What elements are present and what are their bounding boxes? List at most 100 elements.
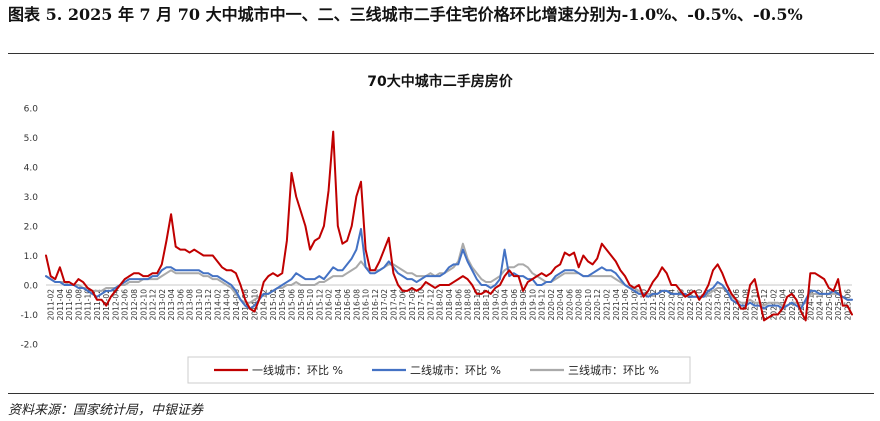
x-tick-label: 2011-06 — [65, 289, 74, 321]
x-tick-label: 2017-12 — [426, 289, 435, 321]
x-tick-label: 2014-02 — [213, 289, 222, 321]
line-chart: 70大中城市二手房房价 6.0 5.0 4.0 3.0 2.0 1.0 0.0 -1.0 -2.… — [20, 73, 853, 384]
y-tick-label: 2.0 — [24, 223, 39, 233]
legend-label-tier1: 一线城市：环比 % — [252, 363, 343, 377]
x-tick-label: 2018-02 — [436, 289, 445, 321]
x-tick-label: 2024-04 — [779, 289, 788, 321]
y-tick-label: 5.0 — [24, 134, 39, 144]
x-tick-label: 2022-12 — [704, 289, 713, 321]
y-tick-label: 0.0 — [24, 282, 39, 292]
legend-label-tier3: 三线城市：环比 % — [568, 363, 659, 377]
x-tick-label: 2016-06 — [343, 289, 352, 321]
x-tick-label: 2023-02 — [714, 289, 723, 321]
x-tick-label: 2019-06 — [510, 289, 519, 321]
x-tick-label: 2015-10 — [306, 289, 315, 321]
x-tick-label: 2021-02 — [602, 289, 611, 321]
y-tick-label: 4.0 — [24, 164, 39, 174]
x-tick-label: 2017-04 — [389, 289, 398, 321]
x-tick-label: 2019-04 — [501, 289, 510, 321]
x-tick-label: 2023-06 — [732, 289, 741, 321]
x-tick-label: 2012-06 — [121, 289, 130, 321]
figure-heading: 图表 5. 2025 年 7 月 70 大中城市中一、二、三线城市二手住宅价格环… — [8, 5, 803, 24]
x-tick-label: 2013-10 — [195, 289, 204, 321]
x-tick-label: 2014-08 — [241, 289, 250, 321]
x-axis: 2011-02 2011-04 2011-06 2011-08 2011-10 2011-… — [47, 289, 853, 321]
x-tick-label: 2015-02 — [269, 289, 278, 321]
x-tick-label: 2020-08 — [575, 289, 584, 321]
series-group — [45, 130, 853, 322]
x-tick-label: 2019-08 — [519, 289, 528, 321]
x-tick-label: 2025-04 — [834, 289, 843, 321]
x-tick-label: 2020-12 — [593, 289, 602, 321]
y-tick-label: 1.0 — [24, 252, 39, 262]
x-tick-label: 2017-08 — [408, 289, 417, 321]
x-tick-label: 2022-10 — [695, 289, 704, 321]
x-tick-label: 2014-04 — [223, 289, 232, 321]
x-tick-label: 2013-12 — [204, 289, 213, 321]
x-tick-label: 2015-08 — [297, 289, 306, 321]
x-tick-label: 2016-08 — [352, 289, 361, 321]
x-tick-label: 2020-10 — [584, 289, 593, 321]
x-tick-label: 2021-10 — [640, 289, 649, 321]
y-tick-label: 3.0 — [24, 193, 39, 203]
x-tick-label: 2017-02 — [380, 289, 389, 321]
x-tick-label: 2019-10 — [528, 289, 537, 321]
x-tick-label: 2011-10 — [84, 289, 93, 321]
x-tick-label: 2021-12 — [649, 289, 658, 321]
heading-divider — [8, 53, 874, 54]
x-tick-label: 2025-02 — [825, 289, 834, 321]
x-tick-label: 2024-10 — [806, 289, 815, 321]
x-tick-label: 2016-02 — [325, 289, 334, 321]
x-tick-label: 2014-12 — [260, 289, 269, 321]
x-tick-label: 2013-02 — [158, 289, 167, 321]
x-tick-label: 2018-12 — [482, 289, 491, 321]
x-tick-label: 2013-08 — [186, 289, 195, 321]
series-line-tier3 — [45, 242, 853, 307]
legend-item-tier1[interactable]: 一线城市：环比 % — [214, 363, 343, 377]
legend: 一线城市：环比 % 二线城市：环比 % 三线城市：环比 % — [187, 356, 691, 384]
x-tick-label: 2023-10 — [751, 289, 760, 321]
legend-item-tier2[interactable]: 二线城市：环比 % — [372, 363, 501, 377]
x-tick-label: 2012-12 — [149, 289, 158, 321]
x-tick-label: 2020-06 — [565, 289, 574, 321]
x-tick-label: 2012-10 — [139, 289, 148, 321]
x-tick-label: 2018-06 — [454, 289, 463, 321]
x-tick-label: 2014-06 — [232, 289, 241, 321]
x-tick-label: 2022-08 — [686, 289, 695, 321]
x-tick-label: 2015-04 — [278, 289, 287, 321]
series-line-tier1 — [45, 130, 853, 322]
x-tick-label: 2022-02 — [658, 289, 667, 321]
chart-container: 70大中城市二手房房价 6.0 5.0 4.0 3.0 2.0 1.0 0.0 -1.0 -2.… — [0, 55, 880, 391]
x-tick-label: 2025-06 — [843, 289, 852, 321]
x-tick-label: 2016-10 — [362, 289, 371, 321]
x-tick-label: 2013-06 — [176, 289, 185, 321]
x-tick-label: 2022-04 — [667, 289, 676, 321]
x-tick-label: 2017-06 — [399, 289, 408, 321]
legend-label-tier2: 二线城市：环比 % — [410, 363, 501, 377]
x-tick-label: 2011-12 — [93, 289, 102, 321]
x-tick-label: 2017-10 — [417, 289, 426, 321]
series-line-tier2 — [45, 227, 853, 310]
y-tick-label: -1.0 — [20, 311, 38, 321]
x-tick-label: 2018-10 — [473, 289, 482, 321]
x-tick-label: 2024-02 — [769, 289, 778, 321]
x-tick-label: 2011-04 — [56, 289, 65, 321]
legend-item-tier3[interactable]: 三线城市：环比 % — [530, 363, 659, 377]
x-tick-label: 2021-06 — [621, 289, 630, 321]
legend-frame — [187, 356, 691, 384]
x-tick-label: 2018-08 — [464, 289, 473, 321]
source-note: 资料来源：国家统计局，中银证券 — [8, 403, 204, 418]
x-tick-label: 2024-12 — [816, 289, 825, 321]
x-tick-label: 2020-04 — [556, 289, 565, 321]
x-tick-label: 2013-04 — [167, 289, 176, 321]
x-tick-label: 2011-02 — [47, 289, 56, 321]
y-tick-label: 6.0 — [24, 105, 39, 115]
x-tick-label: 2023-04 — [723, 289, 732, 321]
x-tick-label: 2022-06 — [677, 289, 686, 321]
x-tick-label: 2012-04 — [111, 289, 120, 321]
x-tick-label: 2015-12 — [315, 289, 324, 321]
footer-divider — [8, 393, 874, 394]
x-tick-label: 2011-08 — [74, 289, 83, 321]
y-axis: 6.0 5.0 4.0 3.0 2.0 1.0 0.0 -1.0 -2.0 — [20, 105, 38, 351]
y-tick-label: -2.0 — [20, 341, 38, 351]
